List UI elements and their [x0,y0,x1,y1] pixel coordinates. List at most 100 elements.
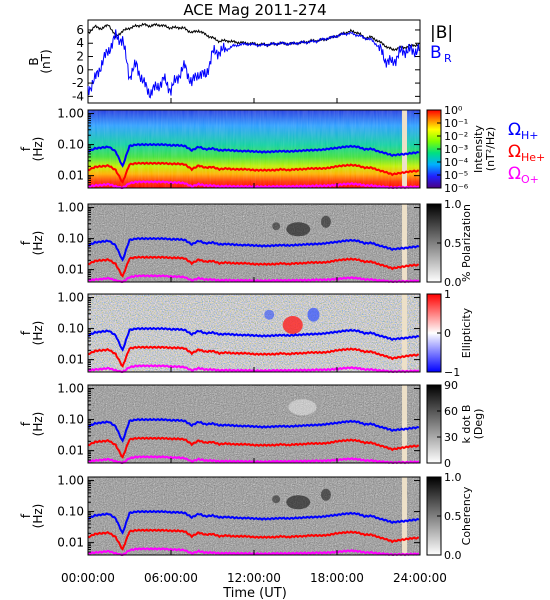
bfield-ytick-label: 0 [76,63,84,77]
freq-ytick-label: 0.01 [57,263,84,277]
colorbar-label-main: Ellipticity [460,307,473,358]
ellipticity-patch-blue [307,307,320,322]
gyrofrequency-line-he-plus [87,161,420,184]
gyrofrequency-line-he-plus [87,436,420,459]
bfield-ylabel-unit: (nT) [39,49,53,73]
legend-gyro-symbol: Ω [508,120,521,140]
dark-patch [320,215,331,228]
gyrofrequency-line-o-plus [87,274,420,284]
colorbar-label-main: Coherency [460,486,473,545]
data-gap [402,204,408,282]
colorbar-tick-label: 0 [444,457,451,470]
freq-ylabel: f(Hz) [19,321,45,346]
colorbar-tick-label: −1 [444,366,460,379]
colorbar-tick-label: 30 [444,431,458,444]
x-tick-label: 24:00:00 [393,571,447,585]
freq-ylabel-unit: (Hz) [31,321,45,346]
colorbar-label-main: % Polarization [460,204,473,282]
x-tick-label: 00:00:00 [61,571,115,585]
colorbar-tick-label: 10⁻² [444,130,468,143]
colorbar-tick-label: 10⁻⁶ [444,182,469,195]
colorbar-wave-normal-angle [426,384,442,464]
legend-b-radial: B [430,43,442,63]
gyrofrequency-line-he-plus [87,255,420,278]
freq-ylabel-unit: (Hz) [31,137,45,162]
freq-ytick-label: 0.10 [57,413,84,427]
spectrogram-panel-wave-normal-angle: 1.00 0.10 0.01 f(Hz) 90 60 30 0 k dot B (Deg) [19,379,485,470]
colorbar-tick-label: 10⁰ [444,104,463,117]
colorbar-tick-label: 1 [444,288,451,301]
dark-patch [286,222,311,237]
freq-ytick-label: 0.01 [57,169,84,183]
freq-ytick-label: 0.10 [57,138,84,152]
ellipticity-patch-red [282,316,303,335]
bfield-ytick-label: 6 [76,23,84,37]
light-patch [288,399,317,416]
legend-gyro-symbol: Ω [508,164,521,184]
data-gap [402,294,408,372]
bfield-ytick-label: -2 [72,76,84,90]
colorbar-label-unit: (Deg) [472,409,485,440]
freq-ytick-label: 1.00 [57,382,84,396]
freq-ylabel-main: f [19,330,33,335]
freq-ylabel: f(Hz) [19,504,45,529]
x-axis-label: Time (UT) [222,586,287,600]
dark-patch [272,222,281,231]
spectrogram-panel-polarization: 1.00 0.10 0.01 f(Hz) 1.0 0.5 0.0% Polarization [19,198,473,289]
colorbar-tick-label: 0.5 [444,237,462,250]
legend-gyro-sub: O+ [521,173,539,186]
freq-ylabel: f(Hz) [19,412,45,437]
freq-ytick-label: 1.00 [57,474,84,488]
freq-ytick-label: 0.10 [57,505,84,519]
colorbar-tick-label: 60 [444,405,458,418]
colorbar-label-main: Intensity [472,125,485,173]
legend-gyro-sub: H+ [521,129,539,142]
colorbar-label: % Polarization [460,204,473,282]
freq-ytick-label: 1.00 [57,201,84,215]
colorbar-label-main: k dot B [460,405,473,444]
dark-patch [286,495,311,510]
dark-patch [320,488,331,501]
gyrofrequency-line-o-plus [87,455,420,465]
colorbar-tick-label: 1.0 [444,198,462,211]
colorbar-label: Coherency [460,486,473,545]
legends: |B|B RΩ H+Ω He+Ω O+ [430,23,545,186]
legend-gyro-sub: He+ [521,151,545,164]
data-gap [402,110,408,188]
ellipticity-patch-blue [264,309,275,320]
gyrofrequency-line-he-plus [87,528,420,551]
x-tick-label: 12:00:00 [227,571,281,585]
bfield-ytick-label: 2 [76,50,84,64]
freq-ylabel-main: f [19,421,33,426]
colorbar-label: k dot B (Deg) [460,405,485,444]
freq-ylabel-unit: (Hz) [31,504,45,529]
colorbar-tick-label: 90 [444,379,458,392]
freq-ylabel-main: f [19,240,33,245]
legend-b-total: |B| [430,23,453,43]
freq-ytick-label: 0.10 [57,322,84,336]
gyrofrequency-line-o-plus [87,364,420,374]
colorbar-tick-label: 10⁻⁴ [444,156,469,169]
gyrofrequency-line-h-plus [87,142,420,168]
freq-ylabel-main: f [19,513,33,518]
legend-b-radial-sub: R [444,52,452,65]
colorbar-tick-label: 0.5 [444,510,462,523]
colorbar-tick-label: 10⁻³ [444,143,468,156]
gyrofrequency-line-h-plus [87,509,420,535]
colorbar-tick-label: 0.0 [444,549,462,562]
x-tick-label: 18:00:00 [310,571,364,585]
bfield-ytick-label: 4 [76,36,84,50]
x-tick-label: 06:00:00 [144,571,198,585]
gyrofrequency-line-o-plus [87,180,420,190]
spectrogram-panels: 1.000.100.01f(Hz)10⁰10⁻¹10⁻²10⁻³10⁻⁴10⁻⁵… [19,104,497,562]
freq-ylabel: f(Hz) [19,231,45,256]
spectrogram-panel-coherency: 1.00 0.10 0.01 f(Hz) 1.0 0.5 0.0 Coherency [19,471,473,562]
colorbar-label: Ellipticity [460,307,473,358]
colorbar-label: Intensity (nT²/Hz) [472,125,497,173]
freq-ytick-label: 0.10 [57,232,84,246]
figure-title: ACE Mag 2011-274 [183,1,326,19]
freq-ytick-label: 0.01 [57,353,84,367]
